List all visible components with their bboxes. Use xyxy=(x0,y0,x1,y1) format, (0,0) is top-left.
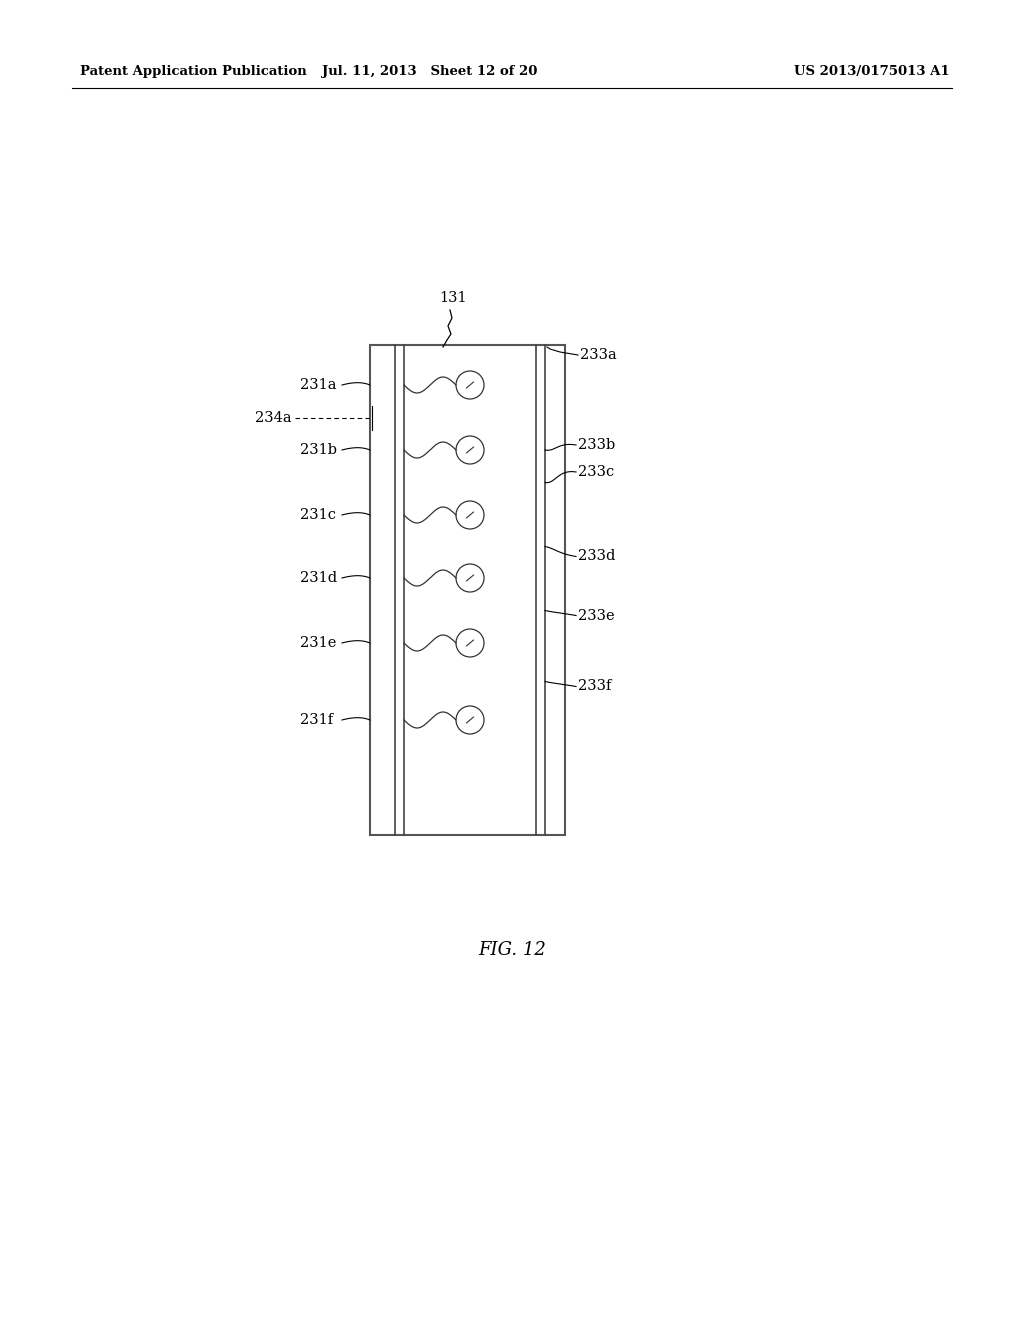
Text: 233d: 233d xyxy=(578,549,615,564)
Text: 233e: 233e xyxy=(578,609,614,623)
Text: 131: 131 xyxy=(439,290,467,305)
Text: US 2013/0175013 A1: US 2013/0175013 A1 xyxy=(795,66,950,78)
Text: 233a: 233a xyxy=(580,348,616,362)
Text: FIG. 12: FIG. 12 xyxy=(478,941,546,960)
Text: 231e: 231e xyxy=(300,636,336,649)
Text: Jul. 11, 2013   Sheet 12 of 20: Jul. 11, 2013 Sheet 12 of 20 xyxy=(323,66,538,78)
Text: 234a: 234a xyxy=(255,411,292,425)
Text: 231b: 231b xyxy=(300,444,337,457)
Text: 231f: 231f xyxy=(300,713,333,727)
Text: 233f: 233f xyxy=(578,680,611,693)
Text: 231a: 231a xyxy=(300,378,337,392)
Text: Patent Application Publication: Patent Application Publication xyxy=(80,66,307,78)
Text: 231c: 231c xyxy=(300,508,336,521)
Text: 231d: 231d xyxy=(300,572,337,585)
Text: 233c: 233c xyxy=(578,465,614,479)
Text: 233b: 233b xyxy=(578,438,615,451)
Bar xyxy=(370,345,565,836)
